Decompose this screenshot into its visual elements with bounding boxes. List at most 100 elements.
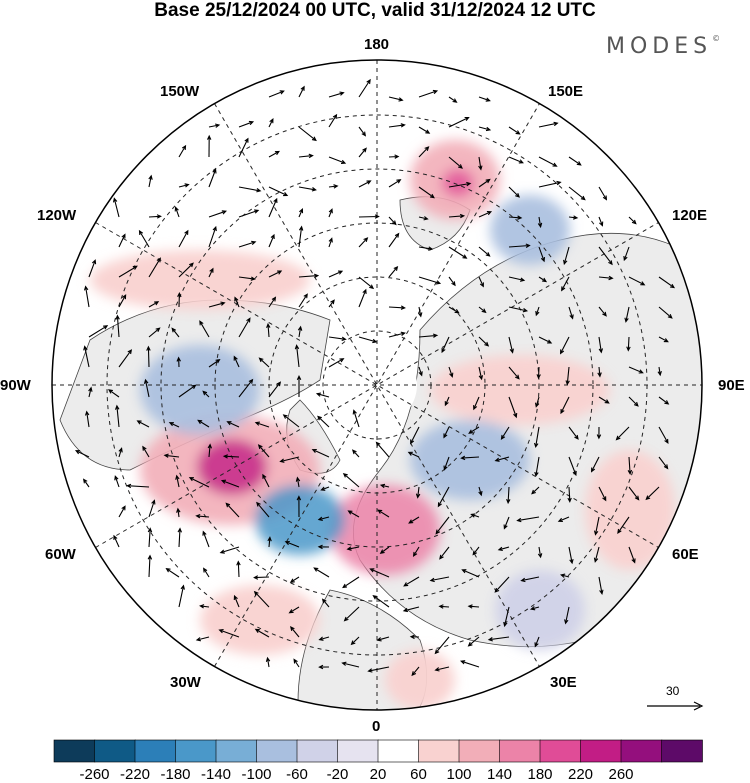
wind-vector [208, 358, 221, 368]
wind-vector [478, 306, 487, 314]
wind-vector [254, 421, 270, 428]
wind-vector [258, 357, 270, 368]
wind-vector [470, 513, 480, 518]
wind-vector [208, 225, 217, 248]
wind-vector [448, 156, 463, 169]
wind-vector [298, 85, 305, 98]
wind-vector [516, 516, 540, 523]
wind-vector [568, 186, 586, 201]
colorbar-tick-label: -180 [160, 766, 191, 783]
wind-vector [538, 336, 553, 344]
colorbar-tick-label: -100 [241, 766, 272, 783]
wind-vector [538, 246, 546, 263]
wind-vector [658, 276, 676, 289]
wind-vector [459, 660, 480, 668]
wind-vector [342, 472, 360, 488]
wind-vector [268, 197, 278, 218]
wind-vector [256, 501, 270, 518]
wind-vector [147, 527, 153, 548]
reference-vector-arrow [647, 701, 704, 711]
wind-vector [163, 453, 180, 458]
wind-vector [238, 209, 260, 218]
wind-vector [233, 594, 240, 608]
wind-vector [207, 443, 213, 458]
anomaly-kamchatka-negative [490, 195, 570, 265]
wind-vector [537, 546, 543, 559]
wind-vector [494, 576, 510, 593]
wind-vector [388, 154, 400, 159]
wind-vector [598, 336, 604, 354]
wind-vector [478, 178, 491, 188]
graticule [52, 60, 702, 710]
wind-vector [557, 516, 570, 522]
lon-label-60e: 60E [672, 546, 699, 563]
anomaly-mid-atlantic-negative [255, 485, 345, 555]
wind-vector [233, 355, 240, 368]
wind-vector [658, 306, 673, 319]
wind-vector [298, 225, 304, 248]
wind-vector [537, 216, 543, 229]
wind-vector [118, 349, 133, 368]
lon-label-60w: 60W [45, 546, 76, 563]
wind-vector [202, 390, 210, 398]
wind-vector [317, 415, 330, 428]
wind-vector [328, 91, 345, 98]
wind-vector [500, 426, 510, 440]
wind-vector [147, 554, 153, 578]
modes-logo: MODES© [606, 34, 720, 59]
colorbar-tick-label: 260 [608, 766, 634, 783]
wind-vector [598, 396, 610, 404]
wind-vector [418, 276, 442, 285]
wind-vector [118, 233, 126, 248]
wind-vector [358, 288, 367, 308]
wind-vector [658, 456, 669, 470]
anomaly-north-atlantic-core [197, 439, 267, 495]
wind-vector [367, 666, 390, 673]
wind-vector [538, 121, 559, 128]
wind-vector [531, 486, 540, 495]
wind-vector [148, 174, 153, 188]
colorbar-swatch [539, 739, 582, 763]
brand-mark: © [712, 34, 721, 43]
wind-vector [284, 540, 300, 548]
wind-vector [598, 246, 613, 266]
wind-vector [143, 378, 150, 398]
colorbar-swatch [134, 739, 177, 763]
wind-vector [188, 477, 210, 488]
wind-vector [534, 636, 540, 648]
wind-vector [328, 270, 344, 278]
wind-vector [593, 516, 600, 536]
wind-vector [328, 237, 333, 248]
wind-vector [564, 606, 570, 625]
wind-vector [520, 576, 540, 583]
wind-vector [350, 636, 360, 646]
wind-vector [107, 389, 120, 398]
wind-vector [441, 336, 450, 354]
wind-vector [435, 516, 450, 535]
anomaly-pacific-core [442, 169, 474, 197]
wind-vector [559, 573, 570, 578]
wind-vector [593, 546, 600, 563]
wind-vector [448, 213, 466, 219]
wind-vector [388, 216, 397, 226]
wind-vector [222, 454, 240, 459]
wind-vector [508, 276, 526, 282]
colorbar-swatch [296, 739, 339, 763]
wind-vector [418, 186, 435, 199]
wind-vector [358, 336, 378, 344]
wind-vector [268, 118, 274, 128]
wind-vector [536, 366, 541, 380]
wind-vector [341, 661, 360, 668]
wind-vector [628, 546, 636, 564]
colorbar-swatch [580, 739, 622, 763]
colorbar-swatch [256, 739, 298, 763]
wind-vector [238, 240, 257, 248]
wind-vector [296, 495, 302, 518]
wind-vector [195, 636, 210, 642]
wind-vector [346, 546, 360, 551]
wind-vector [313, 567, 330, 578]
lon-label-30w: 30W [170, 674, 201, 691]
wind-vector [226, 421, 240, 428]
wind-vector [415, 486, 421, 499]
wind-vector [343, 606, 360, 622]
